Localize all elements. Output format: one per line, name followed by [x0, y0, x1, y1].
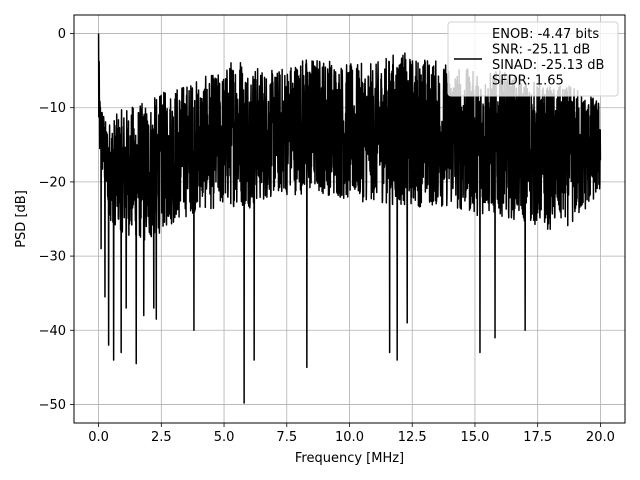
y-tick-label: −10 [39, 101, 66, 116]
y-axis-label: PSD [dB] [14, 190, 29, 248]
x-tick-label: 10.0 [335, 430, 364, 445]
x-tick-label: 12.5 [398, 430, 427, 445]
x-ticks: 0.0 2.5 5.0 7.5 10.0 12.5 15.0 17.5 20.0 [88, 423, 615, 445]
y-ticks: 0 −10 −20 −30 −40 −50 [39, 27, 74, 413]
y-tick-label: −30 [39, 250, 66, 265]
y-tick-label: −50 [39, 398, 66, 413]
x-tick-label: 5.0 [214, 430, 235, 445]
legend-label-line: SFDR: 1.65 [492, 74, 564, 89]
legend-label-line: SINAD: -25.13 dB [492, 58, 604, 73]
legend-label-line: ENOB: -4.47 bits [492, 27, 599, 42]
legend-box [447, 21, 619, 97]
legend-label: ENOB: -4.47 bits SNR: -25.11 dB SINAD: -25… [492, 27, 604, 89]
x-tick-label: 7.5 [276, 430, 297, 445]
x-axis-label: Frequency [MHz] [295, 451, 404, 466]
x-tick-label: 17.5 [523, 430, 552, 445]
psd-series-line [97, 33, 602, 404]
y-tick-label: −40 [39, 324, 66, 339]
y-tick-label: −20 [39, 175, 66, 190]
series-layer [97, 33, 602, 404]
y-tick-label: 0 [58, 27, 66, 42]
x-tick-label: 0.0 [88, 430, 109, 445]
x-tick-label: 2.5 [151, 430, 172, 445]
x-tick-label: 20.0 [586, 430, 615, 445]
legend-label-line: SNR: -25.11 dB [492, 43, 590, 58]
legend: ENOB: -4.47 bits SNR: -25.11 dB SINAD: -25… [447, 21, 619, 97]
x-tick-label: 15.0 [460, 430, 489, 445]
